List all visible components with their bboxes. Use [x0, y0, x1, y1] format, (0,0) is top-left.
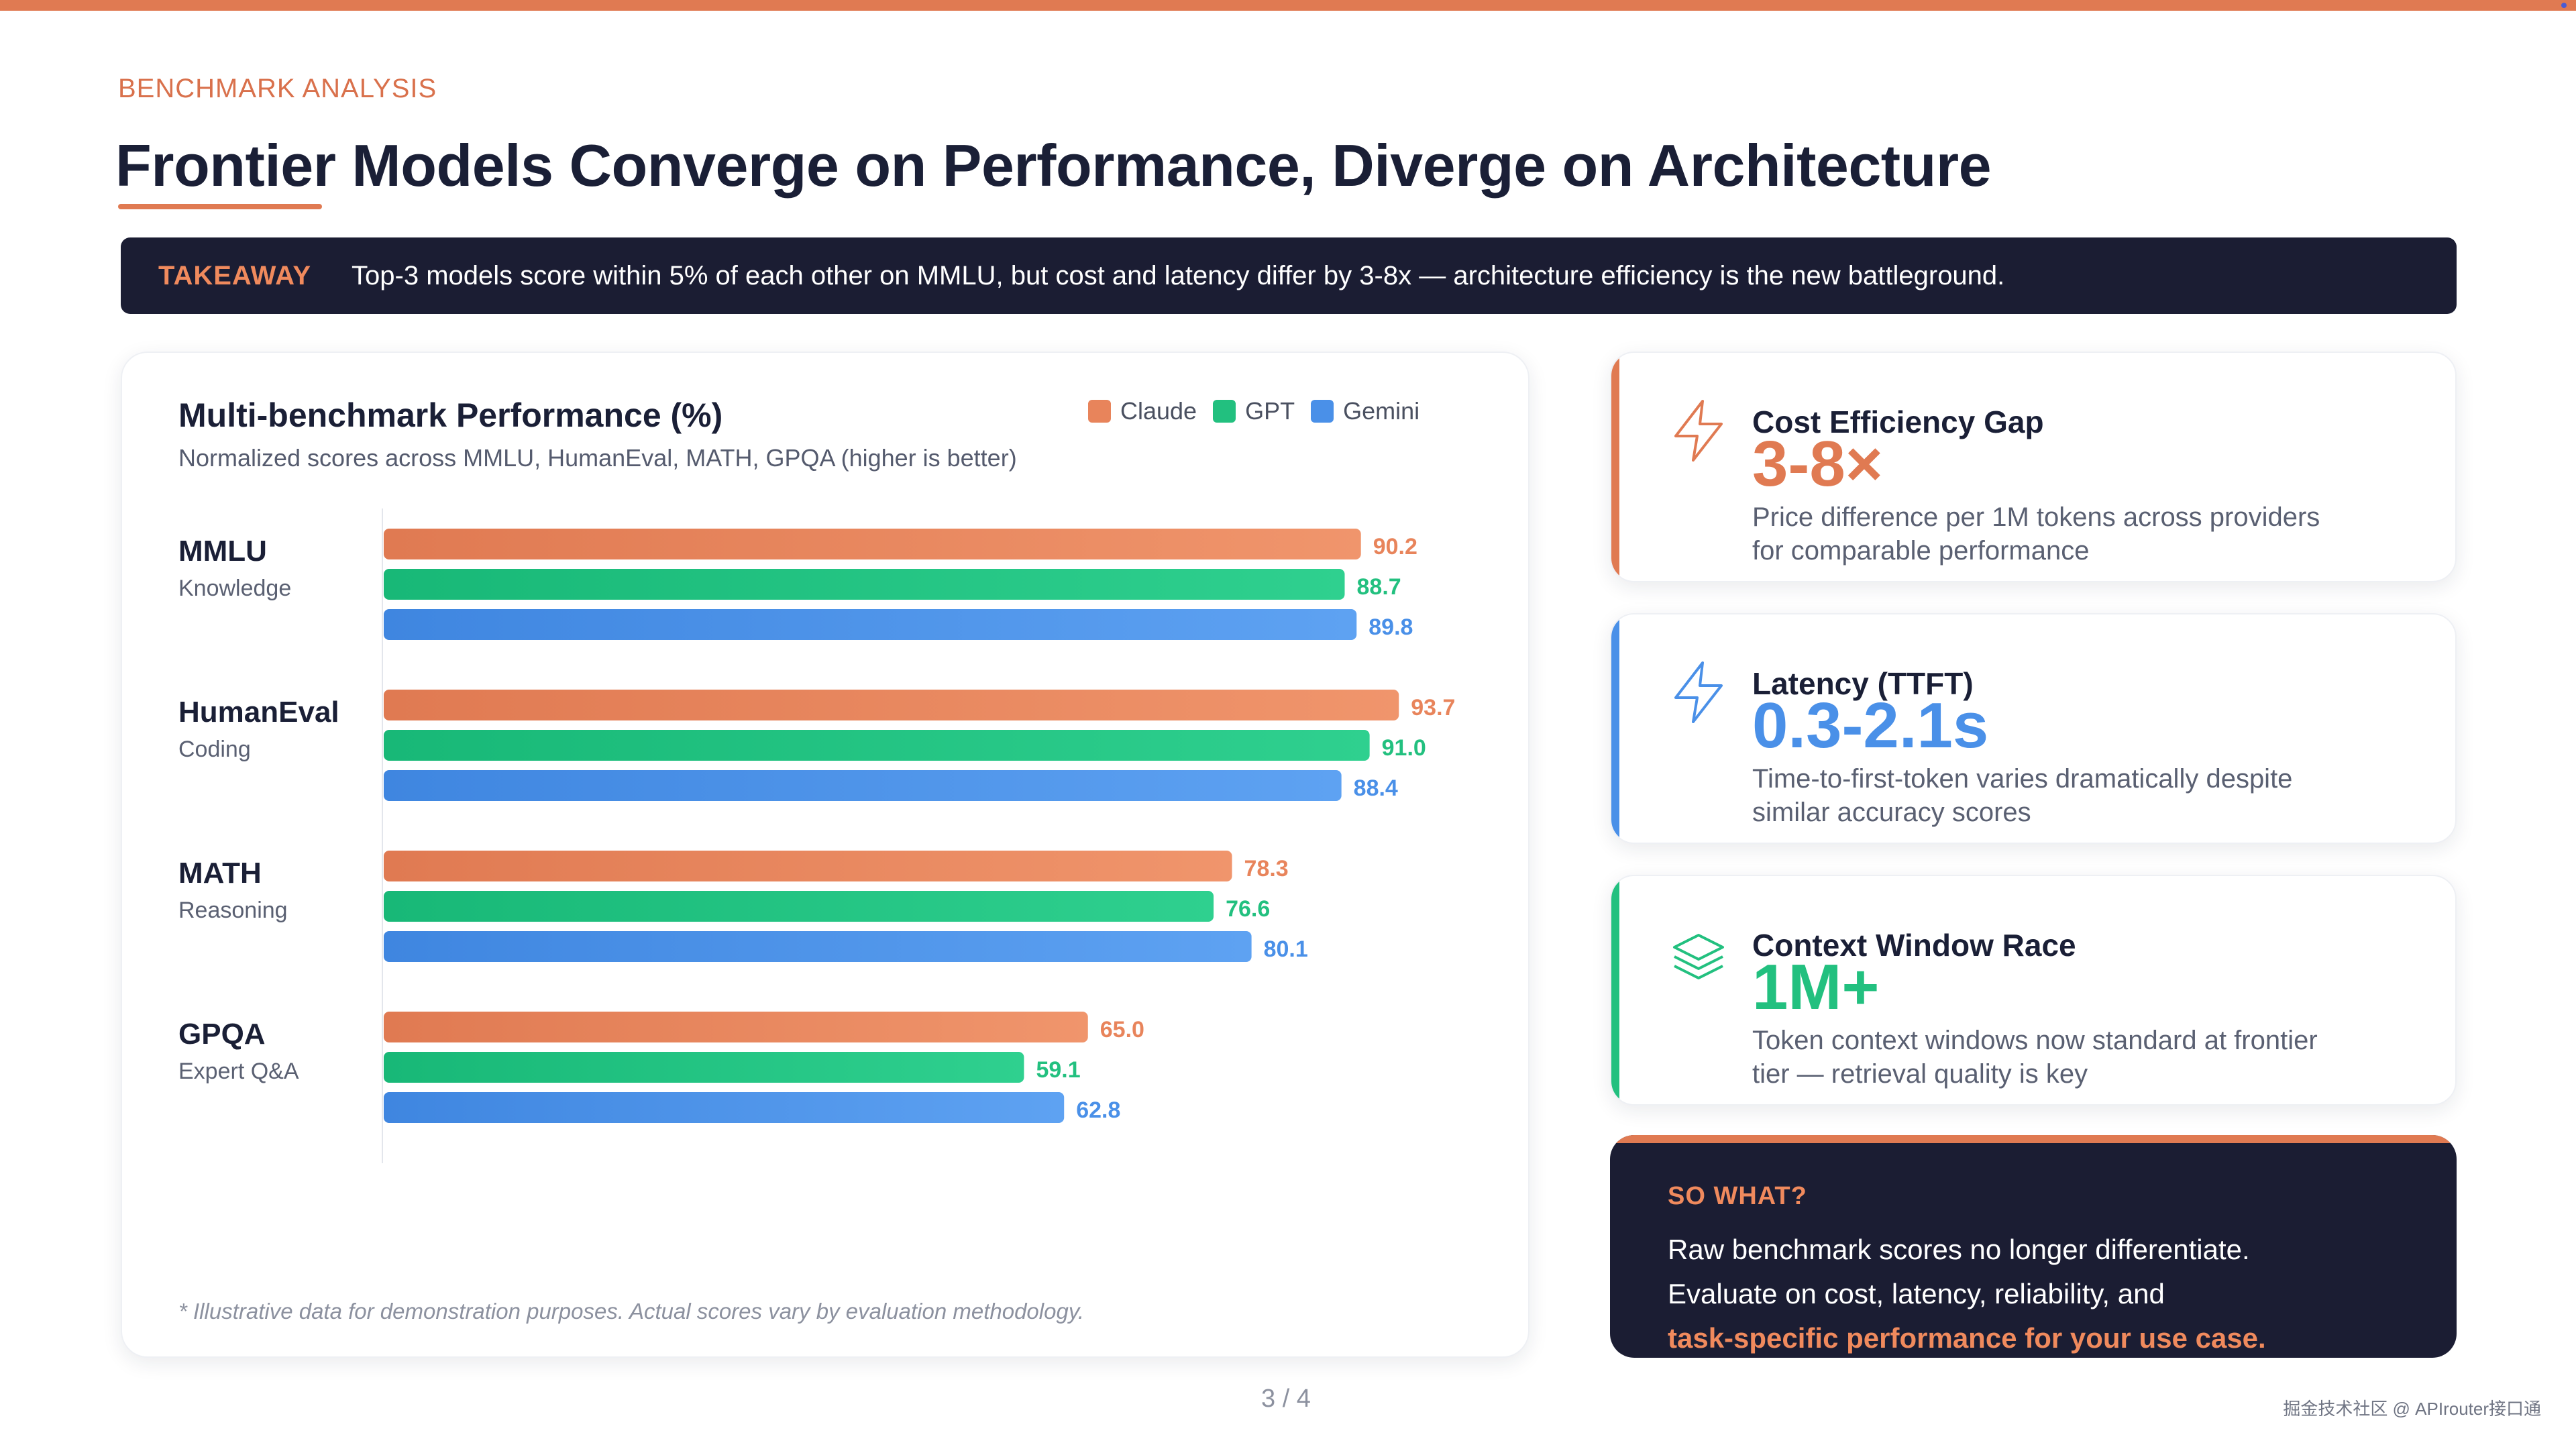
- legend-label-claude: Claude: [1120, 397, 1197, 425]
- takeaway-banner: TAKEAWAY Top-3 models score within 5% of…: [121, 237, 2457, 314]
- bar-humaneval-gpt: [384, 730, 1370, 761]
- benchmark-chart-card: Multi-benchmark Performance (%) Normaliz…: [121, 352, 1529, 1358]
- category-sublabel-gpqa: Expert Q&A: [178, 1059, 299, 1084]
- bar-mmlu-gemini: [384, 609, 1357, 640]
- bar-mmlu-claude: [384, 529, 1361, 559]
- value-label-mmlu-gemini: 89.8: [1368, 614, 1413, 640]
- value-label-math-claude: 78.3: [1244, 856, 1289, 881]
- legend-swatch-gpt: [1213, 400, 1236, 423]
- value-label-mmlu-claude: 90.2: [1373, 534, 1417, 559]
- title-underline: [118, 204, 322, 209]
- bar-chart-svg: MMLU Knowledge 90.2 88.7 89.8 HumanEval Coding…: [178, 508, 1455, 1163]
- value-label-gpqa-gemini: 62.8: [1076, 1097, 1120, 1123]
- legend-item-gpt: GPT: [1213, 397, 1295, 425]
- layers-icon: [1673, 934, 1724, 979]
- chart-legend: Claude GPT Gemini: [1088, 397, 1419, 425]
- legend-swatch-claude: [1088, 400, 1111, 423]
- stat-accent-context: [1611, 876, 1619, 1104]
- category-label-humaneval: HumanEval: [178, 696, 339, 729]
- bar-math-gemini: [384, 931, 1252, 962]
- lightning-icon: [1674, 400, 1723, 462]
- stat-desc-context: Token context windows now standard at fr…: [1752, 1026, 2318, 1089]
- stat-card-cost: Cost Efficiency Gap 3-8× Price differenc…: [1610, 352, 2457, 582]
- stat-accent-latency: [1611, 614, 1619, 843]
- value-label-mmlu-gpt: 88.7: [1357, 574, 1401, 600]
- category-label-mmlu: MMLU: [178, 535, 267, 568]
- bar-mmlu-gpt: [384, 569, 1345, 600]
- value-label-gpqa-gpt: 59.1: [1036, 1057, 1080, 1083]
- bar-math-claude: [384, 851, 1232, 881]
- stat-desc-cost: Price difference per 1M tokens across pr…: [1752, 502, 2320, 566]
- value-label-math-gemini: 80.1: [1264, 936, 1308, 962]
- bar-gpqa-gpt: [384, 1052, 1024, 1083]
- value-label-humaneval-claude: 93.7: [1411, 695, 1455, 720]
- chart-title: Multi-benchmark Performance (%): [178, 396, 723, 434]
- so-what-line-2: Evaluate on cost, latency, reliability, …: [1668, 1278, 2165, 1309]
- bar-humaneval-claude: [384, 690, 1399, 720]
- stat-value-context: 1M+: [1752, 951, 1880, 1023]
- bar-gpqa-gemini: [384, 1092, 1065, 1123]
- value-label-humaneval-gpt: 91.0: [1382, 735, 1426, 761]
- stat-title-cost: Cost Efficiency Gap: [1752, 405, 2044, 439]
- value-label-gpqa-claude: 65.0: [1100, 1017, 1144, 1042]
- stat-value-cost: 3-8×: [1752, 428, 1883, 500]
- so-what-highlight: task-specific performance for your use c…: [1668, 1322, 2266, 1354]
- stat-value-latency: 0.3-2.1s: [1752, 690, 1989, 761]
- value-label-math-gpt: 76.6: [1226, 896, 1270, 922]
- stat-title-latency: Latency (TTFT): [1752, 666, 1974, 701]
- legend-label-gemini: Gemini: [1343, 397, 1420, 425]
- stat-card-context: Context Window Race 1M+ Token context wi…: [1610, 875, 2457, 1106]
- corner-dot: [2561, 3, 2567, 8]
- takeaway-label: TAKEAWAY: [158, 260, 312, 290]
- so-what-text: Raw benchmark scores no longer different…: [1668, 1228, 2419, 1358]
- value-label-humaneval-gemini: 88.4: [1354, 775, 1398, 801]
- category-sublabel-math: Reasoning: [178, 898, 288, 923]
- chart-subtitle: Normalized scores across MMLU, HumanEval…: [178, 444, 1017, 472]
- eyebrow-label: BENCHMARK ANALYSIS: [118, 74, 437, 103]
- bar-math-gpt: [384, 891, 1214, 922]
- legend-item-gemini: Gemini: [1311, 397, 1419, 425]
- legend-label-gpt: GPT: [1245, 397, 1295, 425]
- so-what-line-1: Raw benchmark scores no longer different…: [1668, 1234, 2250, 1265]
- legend-swatch-gemini: [1311, 400, 1334, 423]
- legend-item-claude: Claude: [1088, 397, 1197, 425]
- stat-accent-cost: [1611, 353, 1619, 581]
- so-what-card: SO WHAT? Raw benchmark scores no longer …: [1610, 1135, 2457, 1358]
- lightning-icon: [1674, 661, 1723, 723]
- watermark: 掘金技术社区 @ APIrouter接口通: [2283, 1399, 2541, 1419]
- stat-title-context: Context Window Race: [1752, 928, 2076, 963]
- category-sublabel-humaneval: Coding: [178, 737, 251, 762]
- so-what-label: SO WHAT?: [1668, 1182, 1807, 1210]
- bar-gpqa-claude: [384, 1012, 1088, 1042]
- category-label-math: MATH: [178, 857, 262, 890]
- takeaway-text: Top-3 models score within 5% of each oth…: [352, 260, 2005, 290]
- bar-humaneval-gemini: [384, 770, 1342, 801]
- page-title: Frontier Models Converge on Performance,…: [115, 132, 1992, 199]
- chart-footnote: * Illustrative data for demonstration pu…: [178, 1299, 1085, 1324]
- category-label-gpqa: GPQA: [178, 1018, 266, 1051]
- page-number: 3 / 4: [1261, 1385, 1311, 1413]
- category-sublabel-mmlu: Knowledge: [178, 576, 291, 601]
- stat-card-latency: Latency (TTFT) 0.3-2.1s Time-to-first-to…: [1610, 613, 2457, 844]
- so-what-accent: [1610, 1135, 2457, 1143]
- top-accent-bar: [0, 0, 2576, 11]
- stat-desc-latency: Time-to-first-token varies dramatically …: [1752, 764, 2293, 827]
